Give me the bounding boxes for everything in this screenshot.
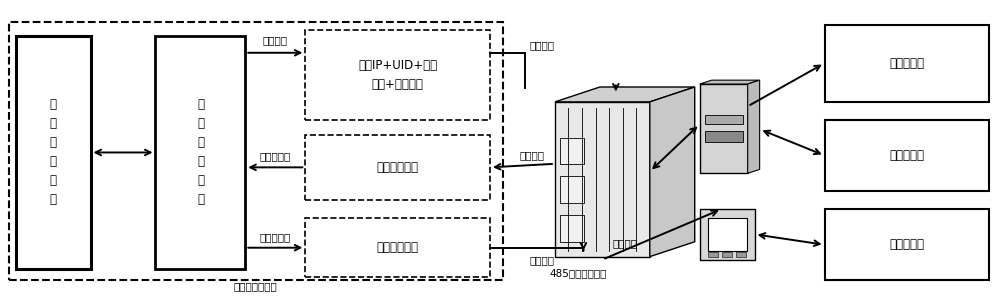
- Text: 定时访问: 定时访问: [530, 40, 555, 50]
- Bar: [16, 36, 91, 269]
- Text: 数字量信息: 数字量信息: [889, 57, 924, 70]
- Polygon shape: [650, 87, 695, 257]
- Bar: [708, 218, 747, 251]
- Text: 温控表信息: 温控表信息: [889, 238, 924, 251]
- Text: 字符串解析: 字符串解析: [260, 151, 291, 161]
- Bar: [9, 22, 503, 280]
- Text: 定时轮询: 定时轮询: [612, 238, 637, 248]
- Bar: [700, 209, 755, 260]
- Text: 后
台
控
制
程
序: 后 台 控 制 程 序: [197, 98, 204, 207]
- Text: 本地写入: 本地写入: [530, 255, 555, 265]
- Bar: [305, 135, 490, 200]
- Text: 人
机
交
互
界
面: 人 机 交 互 界 面: [50, 98, 57, 207]
- Text: 485总线唯一地址: 485总线唯一地址: [550, 269, 607, 279]
- Text: 读取共享变量: 读取共享变量: [377, 161, 419, 174]
- Text: 模拟量信息: 模拟量信息: [889, 149, 924, 162]
- Bar: [825, 120, 989, 191]
- Bar: [700, 84, 748, 173]
- Text: 上位机应用程序: 上位机应用程序: [233, 281, 277, 292]
- Bar: [825, 25, 989, 102]
- Text: 静态IP+UID+模块
位置+通道名称: 静态IP+UID+模块 位置+通道名称: [358, 59, 437, 91]
- Polygon shape: [700, 80, 760, 84]
- Text: 打包字符串: 打包字符串: [260, 232, 291, 242]
- Text: 实时扫描: 实时扫描: [263, 35, 288, 45]
- Bar: [705, 131, 743, 142]
- Bar: [708, 252, 718, 257]
- Text: 写入共享变量: 写入共享变量: [377, 241, 419, 254]
- Bar: [736, 252, 746, 257]
- Bar: [155, 36, 245, 269]
- Bar: [305, 218, 490, 277]
- Text: 本地读取: 本地读取: [520, 150, 545, 160]
- Bar: [705, 115, 743, 124]
- Bar: [560, 215, 584, 242]
- Bar: [560, 176, 584, 203]
- Polygon shape: [555, 102, 650, 257]
- Polygon shape: [555, 87, 695, 102]
- Bar: [560, 138, 584, 164]
- Bar: [722, 252, 732, 257]
- Bar: [825, 209, 989, 280]
- Polygon shape: [748, 80, 760, 173]
- Bar: [305, 30, 490, 120]
